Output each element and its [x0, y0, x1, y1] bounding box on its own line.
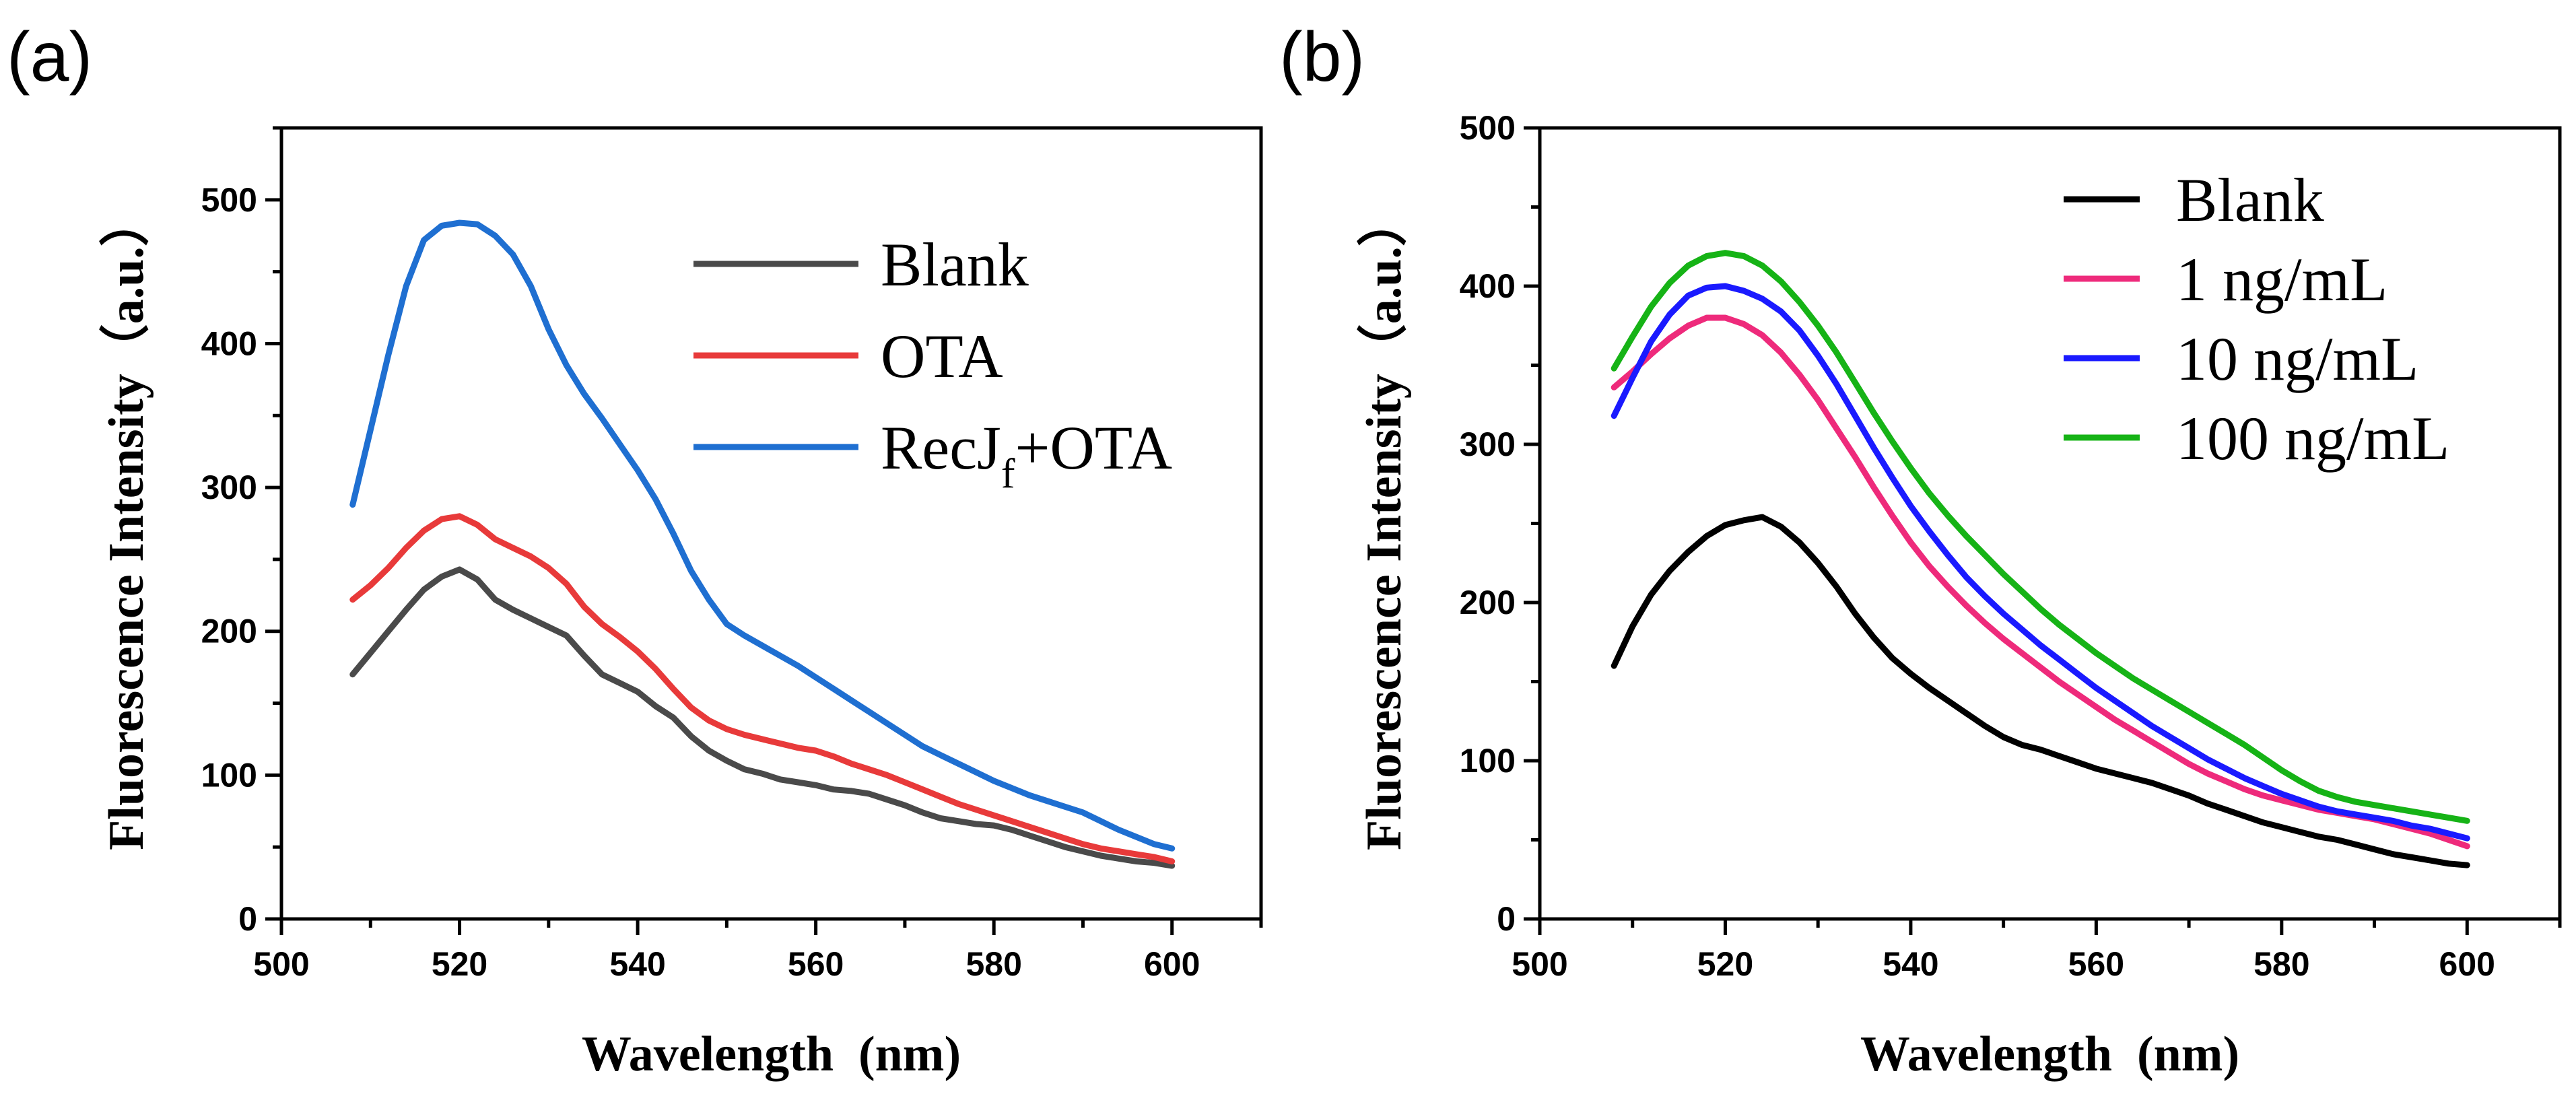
y-tick-label: 400 — [1460, 267, 1516, 305]
legend-label-blank: Blank — [881, 230, 1029, 299]
legend-label-ota: OTA — [881, 322, 1003, 390]
series-line-ota — [349, 513, 1176, 864]
series-line-100-ng-ml — [1611, 250, 2470, 824]
y-tick-label: 300 — [1460, 425, 1516, 463]
y-axis-title: Fluorescence Intensity（a.u.） — [1357, 197, 1412, 850]
y-tick-label: 200 — [201, 613, 257, 650]
x-tick-label: 540 — [1883, 945, 1938, 983]
x-tick-label: 520 — [1697, 945, 1753, 983]
legend: Blank OTA RecJf+OTA — [693, 230, 1172, 497]
legend-label-recjf-ota: RecJf+OTA — [881, 413, 1172, 497]
series-line-blank — [1611, 514, 2470, 868]
legend-label-tail: +OTA — [1015, 413, 1173, 482]
x-tick-label: 580 — [965, 945, 1021, 983]
legend-label-1-ng-ml: 1 ng/mL — [2176, 245, 2387, 314]
y-tick-label: 500 — [201, 181, 257, 219]
legend-label-main: RecJ — [881, 413, 1001, 482]
x-axis-title: Wavelength (nm) — [582, 1027, 961, 1082]
y-tick-label: 200 — [1460, 584, 1516, 621]
y-tick-label: 0 — [1497, 900, 1516, 938]
y-tick-label: 100 — [1460, 742, 1516, 780]
series-line-blank — [349, 566, 1176, 869]
legend-label-100-ng-ml: 100 ng/mL — [2176, 404, 2449, 473]
panel-label: (b) — [1279, 18, 1365, 96]
series-line-1-ng-ml — [1611, 314, 2470, 850]
chart-panel-a: 500 520 540 560 580 600 0 100 200 300 400 500 Wavele… — [7, 18, 1263, 1082]
series-line-recjf-ota — [349, 219, 1176, 852]
x-axis-title: Wavelength (nm) — [1860, 1027, 2239, 1082]
x-tick-label: 580 — [2253, 945, 2309, 983]
x-tick-label: 540 — [609, 945, 665, 983]
legend-label-subscript: f — [1001, 451, 1015, 497]
legend-label-main: Blank — [881, 230, 1029, 299]
plot-frame — [1538, 126, 2562, 921]
chart-panel-b: 500 520 540 560 580 600 0 100 200 300 400 500 Wavele… — [1279, 18, 2562, 1082]
series-line-10-ng-ml — [1611, 283, 2470, 842]
y-tick-label: 400 — [201, 324, 257, 362]
x-tick-label: 560 — [788, 945, 844, 983]
legend-label-main: 10 ng/mL — [2176, 324, 2418, 393]
legend: Blank 1 ng/mL 10 ng/mL 100 ng/mL — [2064, 166, 2449, 473]
y-tick-label: 300 — [201, 469, 257, 506]
legend-label-blank: Blank — [2176, 166, 2324, 234]
legend-label-main: 100 ng/mL — [2176, 404, 2449, 473]
x-tick-label: 500 — [253, 945, 309, 983]
x-tick-label: 600 — [1144, 945, 1200, 983]
y-tick-label: 500 — [1460, 109, 1516, 147]
x-tick-label: 560 — [2068, 945, 2124, 983]
y-tick-label: 0 — [238, 900, 257, 938]
x-tick-label: 600 — [2439, 945, 2495, 983]
x-tick-label: 520 — [432, 945, 487, 983]
legend-label-main: OTA — [881, 322, 1003, 390]
legend-label-main: Blank — [2176, 166, 2324, 234]
y-axis-title: Fluorescence Intensity（a.u.） — [99, 197, 154, 850]
legend-label-10-ng-ml: 10 ng/mL — [2176, 324, 2418, 393]
legend-label-main: 1 ng/mL — [2176, 245, 2387, 314]
panel-label: (a) — [7, 18, 92, 96]
y-tick-label: 100 — [201, 756, 257, 794]
x-tick-label: 500 — [1512, 945, 1567, 983]
plot-frame — [279, 126, 1263, 921]
